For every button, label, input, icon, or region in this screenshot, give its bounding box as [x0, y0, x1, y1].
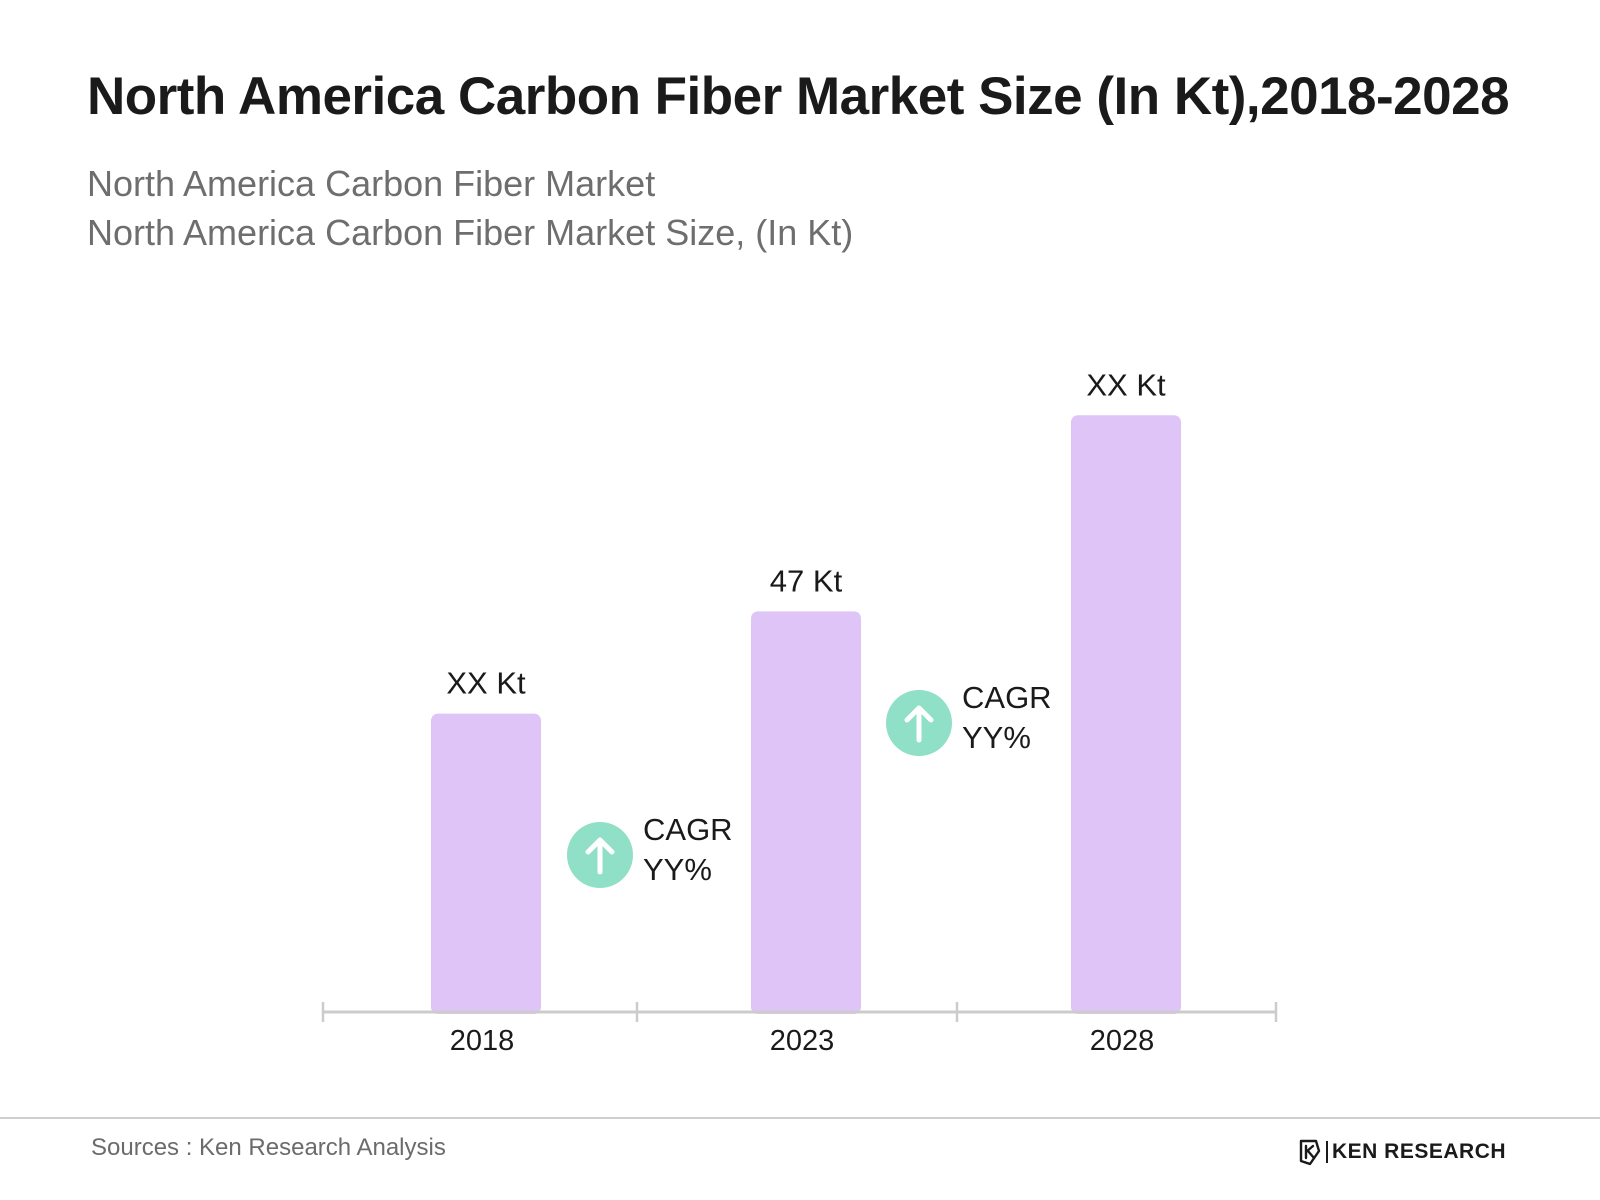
chart-subtitle: North America Carbon Fiber Market: [87, 163, 656, 204]
logo-separator: [1326, 1141, 1328, 1163]
cagr-value: YY%: [643, 852, 712, 887]
bar-chart: XX Kt 2018 47 Kt 2023 XX Kt 2028 CAGR YY% CAGR YY…: [321, 367, 1278, 1057]
logo-text: KEN RESEARCH: [1332, 1140, 1507, 1163]
chart-subtitle-units: North America Carbon Fiber Market Size, …: [87, 212, 854, 253]
footer-divider: [0, 1117, 1600, 1119]
cagr-label: CAGR: [643, 812, 733, 847]
bar-data-label: 47 Kt: [770, 563, 843, 598]
cagr-label: CAGR: [962, 680, 1052, 715]
bar-2018: [431, 713, 541, 1014]
bar-data-label: XX Kt: [1086, 367, 1166, 402]
x-tick-label: 2018: [450, 1025, 515, 1057]
up-arrow-icon: [904, 705, 934, 743]
ken-research-logo: KEN RESEARCH: [1298, 1137, 1506, 1167]
cagr-value: YY%: [962, 720, 1031, 755]
bar-2028: [1071, 415, 1181, 1014]
x-tick-label: 2023: [770, 1025, 835, 1057]
bar-data-label: XX Kt: [446, 666, 526, 701]
up-arrow-icon: [585, 837, 615, 875]
chart-title: North America Carbon Fiber Market Size (…: [87, 67, 1510, 126]
source-note: Sources : Ken Research Analysis: [91, 1134, 446, 1161]
ken-research-logo-icon: [1299, 1139, 1321, 1166]
x-tick-label: 2028: [1090, 1025, 1155, 1057]
bar-2023: [751, 611, 861, 1014]
